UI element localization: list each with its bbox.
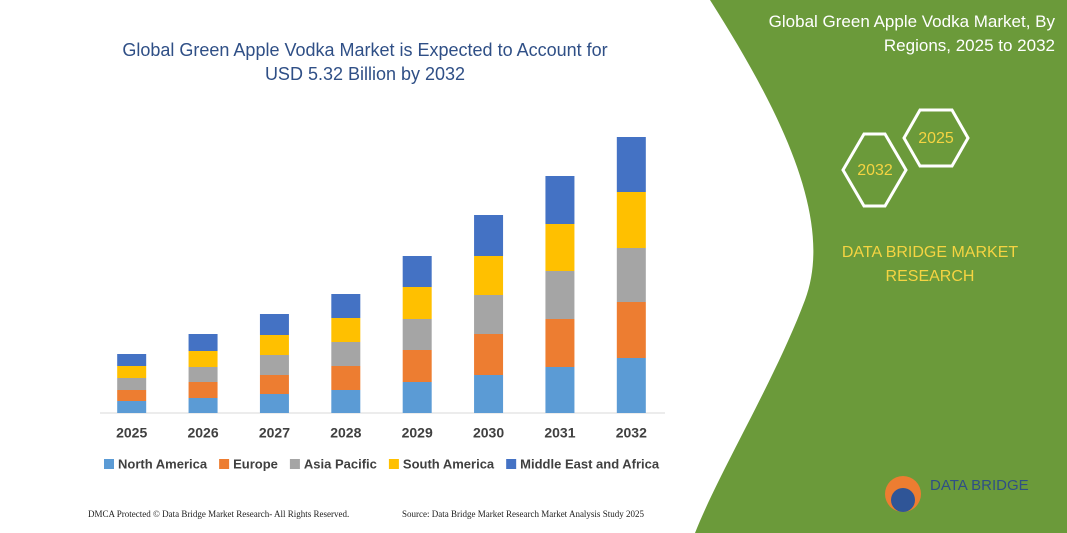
bar-segment [545, 367, 575, 413]
bar-segment [331, 366, 361, 390]
hexagon [841, 132, 908, 208]
footer-right: Source: Data Bridge Market Research Mark… [402, 509, 644, 519]
bar-segment [188, 351, 218, 367]
x-tick-label: 2029 [402, 425, 433, 441]
bar-segment [545, 176, 575, 224]
bar-segment [545, 224, 575, 271]
legend-label: Asia Pacific [304, 456, 377, 471]
legend-label: North America [118, 456, 208, 471]
footer-left: DMCA Protected © Data Bridge Market Rese… [88, 509, 349, 519]
logo-text: DATA BRIDGE [930, 477, 1029, 494]
x-tick-label: 2025 [116, 425, 147, 441]
bar-segment [616, 358, 646, 413]
x-tick-label: 2026 [187, 425, 218, 441]
legend-swatch [289, 459, 300, 469]
bar-segment [259, 394, 289, 413]
green-panel [695, 0, 1067, 533]
bar-segment [616, 302, 646, 358]
bar-segment [474, 375, 504, 413]
bar-segment [474, 215, 504, 256]
legend-swatch [388, 459, 399, 469]
bar-segment [259, 355, 289, 375]
bar-segment [616, 192, 646, 248]
chart-title: Global Green Apple Vodka Market is Expec… [122, 40, 608, 84]
bar-segment [402, 319, 432, 350]
bar-segment [616, 248, 646, 302]
legend-label: South America [403, 456, 495, 471]
bar-segment [474, 295, 504, 334]
hexagon-label: 2025 [918, 130, 954, 147]
bar-segment [616, 137, 646, 192]
bar-segment [331, 342, 361, 366]
bar-segment [188, 382, 218, 398]
legend-label: Europe [233, 456, 278, 471]
legend-swatch [219, 459, 230, 469]
bar-segment [259, 335, 289, 355]
x-tick-label: 2030 [473, 425, 504, 441]
x-tick-label: 2027 [259, 425, 290, 441]
hexagon [902, 108, 970, 168]
bar-segment [188, 334, 218, 351]
bar-segment [331, 318, 361, 342]
bar-segment [545, 271, 575, 319]
bar-segment [474, 256, 504, 295]
bar-segment [188, 398, 218, 413]
bar-segment [402, 350, 432, 382]
bar-segment [402, 382, 432, 413]
bar-segment [545, 319, 575, 367]
bar-segment [117, 378, 147, 390]
bar-segment [402, 287, 432, 319]
bar-segment [117, 366, 147, 378]
bar-segment [117, 390, 147, 401]
x-tick-label: 2028 [330, 425, 361, 441]
bar-segment [331, 390, 361, 413]
x-tick-label: 2031 [544, 425, 575, 441]
panel-title: Global Green Apple Vodka Market, By Regi… [768, 12, 1055, 55]
bar-segment [474, 334, 504, 375]
legend-swatch [506, 459, 517, 469]
x-tick-label: 2032 [616, 425, 647, 441]
bar-segment [117, 354, 147, 366]
bar-segment [402, 256, 432, 287]
hexagon-label: 2032 [857, 162, 893, 179]
legend-label: Middle East and Africa [520, 456, 660, 471]
brand: DATA BRIDGE MARKET RESEARCH [841, 244, 1019, 285]
bar-segment [188, 367, 218, 382]
logo-icon [891, 488, 915, 512]
bar-segment [117, 401, 147, 413]
bar-segment [259, 375, 289, 394]
bar-segment [259, 314, 289, 335]
bar-segment [331, 294, 361, 318]
legend-swatch [104, 459, 114, 469]
